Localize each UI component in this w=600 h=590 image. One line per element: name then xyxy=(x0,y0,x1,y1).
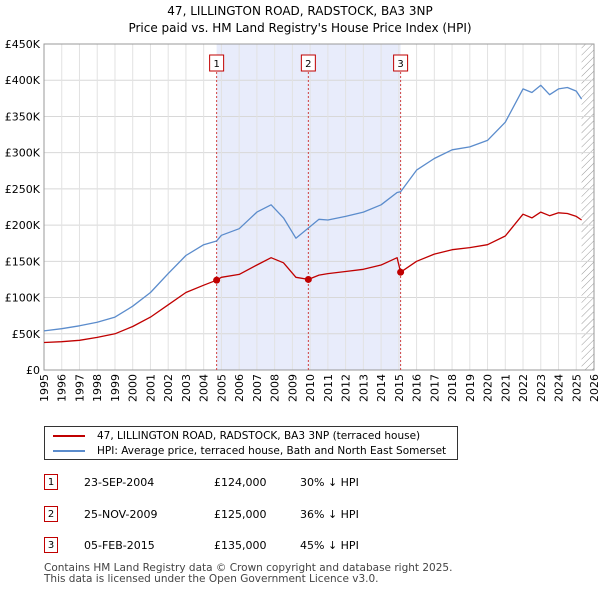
shaded-period xyxy=(308,44,401,370)
y-tick-label: £50K xyxy=(12,328,41,341)
transaction-date: 25-NOV-2009 xyxy=(84,508,158,521)
transaction-price: £124,000 xyxy=(214,476,267,489)
transaction-date: 23-SEP-2004 xyxy=(84,476,155,489)
x-tick-label: 2003 xyxy=(180,374,193,402)
sale-marker-badge-label: 3 xyxy=(397,59,403,70)
x-tick-label: 2011 xyxy=(322,374,335,402)
transaction-hpi-diff: 36% ↓ HPI xyxy=(300,508,359,521)
legend-item-property: 47, LILLINGTON ROAD, RADSTOCK, BA3 3NP (… xyxy=(53,430,420,444)
x-tick-label: 2018 xyxy=(446,374,459,402)
x-tick-label: 1998 xyxy=(91,374,104,402)
x-tick-label: 2006 xyxy=(233,374,246,402)
hpi-series-line xyxy=(43,84,583,332)
sale-point xyxy=(304,275,312,283)
x-tick-label: 2024 xyxy=(553,374,566,402)
transaction-number-badge: 2 xyxy=(44,506,58,522)
price-chart: £0 £50K £100K £150K £200K £250K £300K £350K £400… xyxy=(5,38,600,402)
y-tick-label: £250K xyxy=(5,183,41,196)
x-tick-label: 1996 xyxy=(56,374,69,402)
transaction-price: £125,000 xyxy=(214,508,267,521)
y-tick-label: £100K xyxy=(5,292,41,305)
footer-credits: Contains HM Land Registry data © Crown c… xyxy=(44,563,452,585)
legend-label-hpi: HPI: Average price, terraced house, Bath… xyxy=(97,445,447,457)
x-tick-label: 1997 xyxy=(73,374,86,402)
plot-frame xyxy=(43,43,595,371)
y-tick-label: £0 xyxy=(26,364,40,377)
x-tick-label: 2005 xyxy=(215,374,228,402)
x-tick-label: 2025 xyxy=(570,374,583,402)
footer-line-copyright: Contains HM Land Registry data © Crown c… xyxy=(44,562,453,574)
y-tick-label: £150K xyxy=(5,255,41,268)
sale-point xyxy=(213,276,221,284)
x-tick-label: 2009 xyxy=(286,374,299,402)
property-series-line xyxy=(43,211,582,344)
x-tick-label: 2004 xyxy=(198,374,211,402)
x-tick-label: 2014 xyxy=(375,374,388,402)
legend-item-hpi: HPI: Average price, terraced house, Bath… xyxy=(53,445,446,459)
transaction-number-badge: 1 xyxy=(44,474,58,490)
x-tick-label: 2000 xyxy=(127,374,140,402)
sale-marker-badge xyxy=(300,54,316,72)
x-tick-label: 2019 xyxy=(464,374,477,402)
legend: 47, LILLINGTON ROAD, RADSTOCK, BA3 3NP (… xyxy=(44,426,458,460)
y-tick-label: £400K xyxy=(5,74,41,87)
x-tick-label: 2015 xyxy=(393,374,406,402)
y-tick-label: £350K xyxy=(5,110,41,123)
x-tick-label: 2022 xyxy=(517,374,530,402)
x-tick-label: 2012 xyxy=(340,374,353,402)
x-tick-label: 2021 xyxy=(499,374,512,402)
x-tick-label: 2026 xyxy=(588,374,600,402)
chart-title: 47, LILLINGTON ROAD, RADSTOCK, BA3 3NP xyxy=(167,4,433,18)
sale-marker-badge xyxy=(393,54,409,72)
x-tick-label: 2013 xyxy=(357,374,370,402)
transaction-date: 05-FEB-2015 xyxy=(84,539,155,552)
transaction-hpi-diff: 45% ↓ HPI xyxy=(300,539,359,552)
x-tick-label: 2020 xyxy=(482,374,495,402)
sale-point xyxy=(397,268,405,276)
x-tick-label: 1995 xyxy=(38,374,51,402)
y-tick-label: £300K xyxy=(5,147,41,160)
forecast-hatch xyxy=(581,44,594,370)
legend-swatch-hpi xyxy=(53,450,85,452)
transaction-hpi-diff: 30% ↓ HPI xyxy=(300,476,359,489)
x-tick-label: 2010 xyxy=(304,374,317,402)
x-tick-label: 2016 xyxy=(411,374,424,402)
transaction-number-badge: 3 xyxy=(44,537,58,553)
footer-line-licence: This data is licensed under the Open Gov… xyxy=(44,573,379,585)
x-tick-label: 1999 xyxy=(109,374,122,402)
x-tick-label: 2008 xyxy=(269,374,282,402)
x-tick-label: 2007 xyxy=(251,374,264,402)
legend-label-property: 47, LILLINGTON ROAD, RADSTOCK, BA3 3NP (… xyxy=(97,430,421,442)
transaction-price: £135,000 xyxy=(214,539,267,552)
y-tick-label: £450K xyxy=(5,38,41,51)
x-tick-label: 2002 xyxy=(162,374,175,402)
shaded-period xyxy=(216,44,309,370)
sale-marker-badge xyxy=(209,54,225,72)
x-tick-label: 2001 xyxy=(144,374,157,402)
sale-marker-badge-label: 2 xyxy=(305,59,311,70)
sale-marker-badge-label: 1 xyxy=(213,59,219,70)
y-tick-label: £200K xyxy=(5,219,41,232)
x-tick-label: 2017 xyxy=(428,374,441,402)
x-tick-label: 2023 xyxy=(535,374,548,402)
chart-subtitle: Price paid vs. HM Land Registry's House … xyxy=(128,21,472,35)
legend-swatch-property xyxy=(53,435,85,437)
